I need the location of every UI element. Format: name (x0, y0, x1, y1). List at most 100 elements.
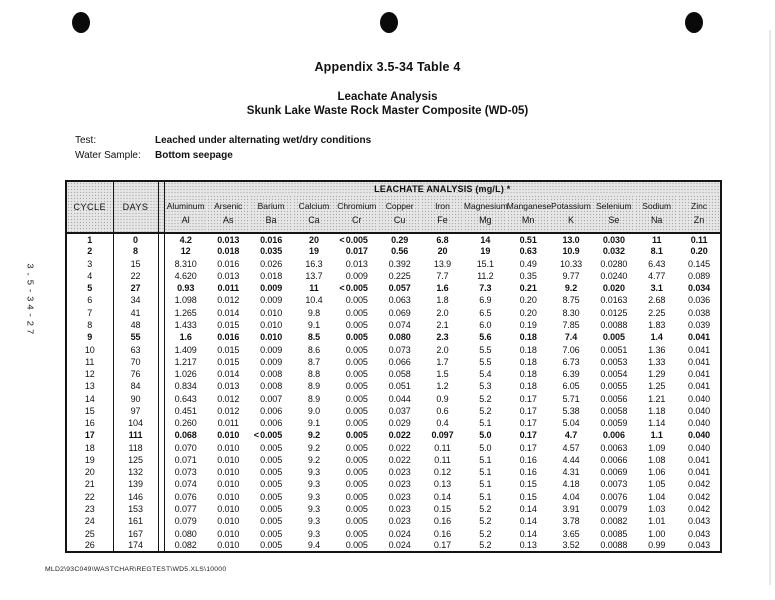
value-cell-k: 4.7 (564, 430, 578, 441)
days-cell: 90 (113, 392, 159, 405)
value-cell-as: 0.012 (217, 393, 240, 404)
value-cell-cu: 0.023 (388, 491, 411, 502)
value-cell-se: 0.0088 (600, 319, 628, 330)
value-cell-se: 0.0055 (600, 381, 628, 392)
value-cell-fe: 2.1 (436, 319, 449, 330)
value-cell-mn: 0.17 (519, 393, 537, 404)
value-cell-fe: 0.15 (433, 503, 452, 514)
value-cell-cr: 0.005 (345, 393, 368, 404)
value-cell-zn: 0.043 (688, 516, 711, 527)
value-cell-na: 1.04 (648, 491, 666, 502)
value-cell-mg: 5.5 (479, 356, 492, 367)
value-cell-as: 0.018 (217, 246, 240, 257)
table-row-cycle-12: 12 76 1.026 0.014 0.008 8.8 0.005 0.058 1.5 5.4 0.… (66, 367, 721, 381)
divider-cell (158, 404, 165, 417)
table-row-cycle-20: 20 132 0.073 0.010 0.005 9.3 0.005 0.023 0.12 5.1… (66, 466, 721, 479)
value-cell-k: 5.71 (562, 393, 580, 404)
value-cell-na: 1.36 (648, 344, 666, 355)
days-cell: 146 (113, 490, 159, 503)
value-cell-se: 0.0066 (600, 454, 628, 465)
value-cell-mg: 7.3 (479, 283, 492, 294)
value-cell-as: 0.010 (217, 528, 240, 539)
metal-column-header-cr: Chromium Cr (335, 195, 379, 233)
value-cell-mg: 5.1 (479, 418, 492, 429)
divider-cell (158, 453, 165, 467)
cycle-cell: 22 (66, 490, 114, 503)
divider-cell (158, 367, 165, 381)
value-cell-cu: 0.225 (388, 270, 411, 281)
days-column-header: DAYS (113, 181, 159, 233)
value-cell-k: 3.52 (562, 540, 580, 551)
value-cell-na: 0.99 (648, 540, 666, 551)
value-cell-k: 9.77 (562, 270, 580, 281)
value-cell-k: 4.04 (562, 491, 580, 502)
value-cell-ca: 9.1 (307, 418, 321, 429)
days-cell: 104 (113, 416, 159, 430)
value-cell-al: 0.070 (174, 442, 197, 453)
value-cell-mg: 5.1 (479, 479, 492, 490)
value-cell-zn: 0.089 (688, 270, 711, 281)
divider-cell (158, 429, 165, 442)
punch-hole-icon (685, 12, 703, 33)
value-cell-na: 1.05 (648, 479, 666, 490)
value-cell-cu: 0.037 (388, 405, 411, 416)
days-cell: 153 (113, 502, 159, 516)
value-cell-al: 0.077 (174, 503, 197, 514)
value-cell-zn: 0.042 (688, 491, 711, 502)
value-cell-ba: 0.016 (260, 234, 283, 245)
value-cell-zn: 0.042 (688, 503, 711, 514)
days-cell: 15 (113, 257, 159, 270)
cycle-cell: 20 (66, 466, 114, 479)
value-cell-se: 0.0056 (600, 393, 628, 404)
value-cell-mg: 6.0 (479, 319, 492, 330)
days-cell: 174 (113, 539, 159, 552)
value-cell-ca: 8.5 (307, 332, 321, 343)
table-row-cycle-21: 21 139 0.074 0.010 0.005 9.3 0.005 0.023 0.13 5.1… (66, 478, 721, 491)
metal-column-header-al: Aluminum Al (164, 195, 207, 233)
value-cell-fe: 6.8 (436, 234, 449, 245)
value-cell-mn: 0.17 (519, 405, 537, 416)
value-cell-al: 0.073 (174, 467, 197, 478)
value-cell-ba: 0.018 (260, 270, 283, 281)
value-cell-cu: 0.022 (388, 442, 411, 453)
value-cell-zn: 0.145 (688, 258, 711, 269)
value-cell-k: 10.9 (562, 246, 580, 257)
divider-cell (158, 380, 165, 393)
value-cell-k: 4.44 (562, 454, 580, 465)
value-cell-cu: 0.024 (388, 528, 411, 539)
value-cell-al: 4.2 (179, 234, 192, 245)
value-cell-fe: 2.3 (436, 332, 449, 343)
value-cell-ca: 9.0 (307, 405, 321, 416)
value-cell-fe: 1.6 (436, 283, 449, 294)
value-cell-na: 1.25 (648, 381, 666, 392)
value-cell-as: 0.012 (217, 405, 240, 416)
value-cell-as: 0.011 (217, 283, 240, 294)
value-cell-cr: 0.005 (345, 528, 368, 539)
cycle-cell: 13 (66, 380, 114, 393)
value-cell-mn: 0.18 (519, 344, 537, 355)
value-cell-mn: 0.17 (519, 442, 537, 453)
value-cell-cr: 0.005 (345, 430, 368, 441)
days-cell: 8 (113, 245, 159, 258)
value-cell-ba: 0.005 (260, 540, 283, 551)
value-cell-cr: 0.005 (345, 295, 368, 306)
value-cell-fe: 0.097 (431, 430, 454, 441)
value-cell-na: 2.68 (648, 295, 666, 306)
days-cell: 0 (113, 233, 159, 246)
days-cell: 41 (113, 306, 159, 319)
divider-cell (158, 392, 165, 405)
value-cell-cu: 0.069 (388, 307, 411, 318)
value-cell-al: 1.026 (174, 369, 197, 380)
value-cell-na: 1.01 (648, 516, 666, 527)
value-cell-ba: 0.005 (260, 491, 283, 502)
value-cell-cr: 0.017 (345, 246, 368, 257)
value-cell-as: 0.010 (217, 540, 240, 551)
days-cell: 125 (113, 453, 159, 467)
days-cell: 118 (113, 441, 159, 454)
value-cell-cr: <0.005 (339, 234, 368, 245)
cycle-cell: 4 (66, 269, 114, 283)
value-cell-cu: 0.024 (388, 540, 411, 551)
value-cell-mg: 6.5 (479, 307, 492, 318)
table-row-cycle-17: 17 111 0.068 0.010 <0.005 9.2 0.005 0.022 0.097 5… (66, 429, 721, 442)
value-cell-k: 6.39 (562, 369, 580, 380)
